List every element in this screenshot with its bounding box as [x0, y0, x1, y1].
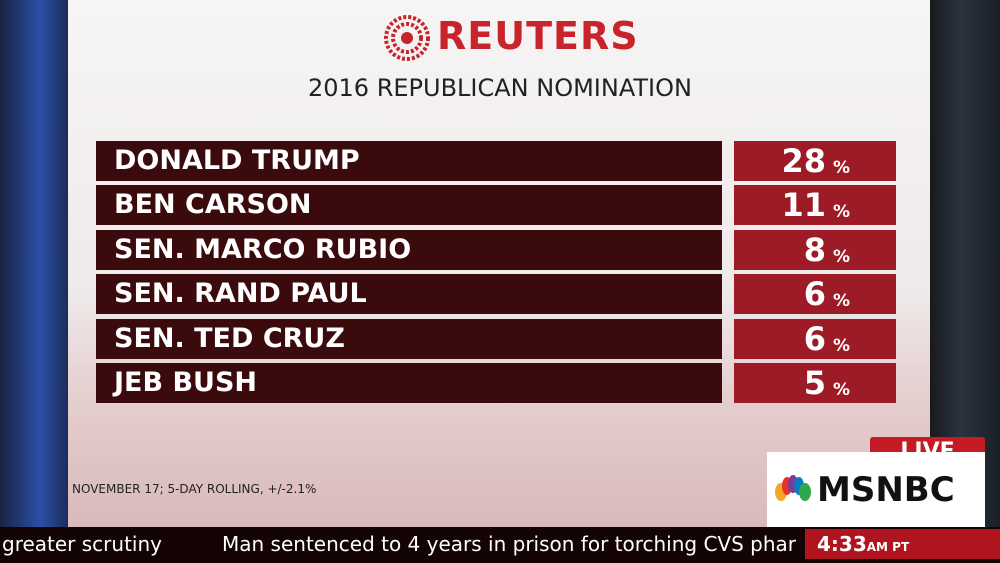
- clock-time: 4:33: [817, 532, 867, 556]
- network-name: MSNBC: [817, 470, 955, 510]
- network-box: MSNBC: [767, 452, 985, 527]
- candidate-name: SEN. TED CRUZ: [96, 318, 722, 359]
- ticker: greater scrutiny Man sentenced to 4 year…: [0, 527, 1000, 563]
- candidate-name: JEB BUSH: [96, 363, 722, 403]
- value-unit: %: [832, 202, 850, 223]
- poll-value: 8%: [734, 229, 896, 270]
- value-number: 11: [781, 186, 826, 225]
- candidate-name: DONALD TRUMP: [96, 141, 722, 181]
- value-unit: %: [832, 246, 850, 267]
- poll-row: DONALD TRUMP 28%: [96, 141, 896, 181]
- poll-row: SEN. MARCO RUBIO 8%: [96, 229, 896, 270]
- candidate-name: SEN. RAND PAUL: [96, 274, 722, 315]
- poll-value: 11%: [734, 185, 896, 226]
- ticker-text: Man sentenced to 4 years in prison for t…: [222, 532, 797, 556]
- value-unit: %: [832, 380, 850, 400]
- value-unit: %: [832, 158, 850, 178]
- value-unit: %: [832, 291, 850, 312]
- poll-row: SEN. RAND PAUL 6%: [96, 274, 896, 315]
- clock-zone: AM PT: [866, 540, 910, 554]
- poll-row: JEB BUSH 5%: [96, 363, 896, 403]
- poll-row: BEN CARSON 11%: [96, 185, 896, 226]
- value-number: 6: [803, 319, 826, 358]
- poll-value: 28%: [734, 141, 896, 181]
- value-unit: %: [832, 335, 850, 356]
- subtitle: 2016 REPUBLICAN NOMINATION: [308, 74, 692, 102]
- value-number: 8: [803, 230, 826, 269]
- footnote: NOVEMBER 17; 5-DAY ROLLING, +/-2.1%: [72, 482, 317, 496]
- poll-value: 6%: [734, 274, 896, 315]
- peacock: [775, 475, 811, 501]
- brand: REUTERS: [437, 14, 639, 58]
- value-number: 28: [781, 142, 826, 180]
- clock: 4:33AM PT: [805, 529, 1000, 559]
- poll-row: SEN. TED CRUZ 6%: [96, 318, 896, 359]
- value-number: 6: [803, 275, 826, 314]
- candidate-name: SEN. MARCO RUBIO: [96, 229, 722, 270]
- poll-value: 6%: [734, 318, 896, 359]
- value-number: 5: [803, 364, 826, 402]
- poll-value: 5%: [734, 363, 896, 403]
- ticker-text: greater scrutiny: [2, 532, 162, 556]
- candidate-name: BEN CARSON: [96, 185, 722, 226]
- logo: [384, 15, 430, 61]
